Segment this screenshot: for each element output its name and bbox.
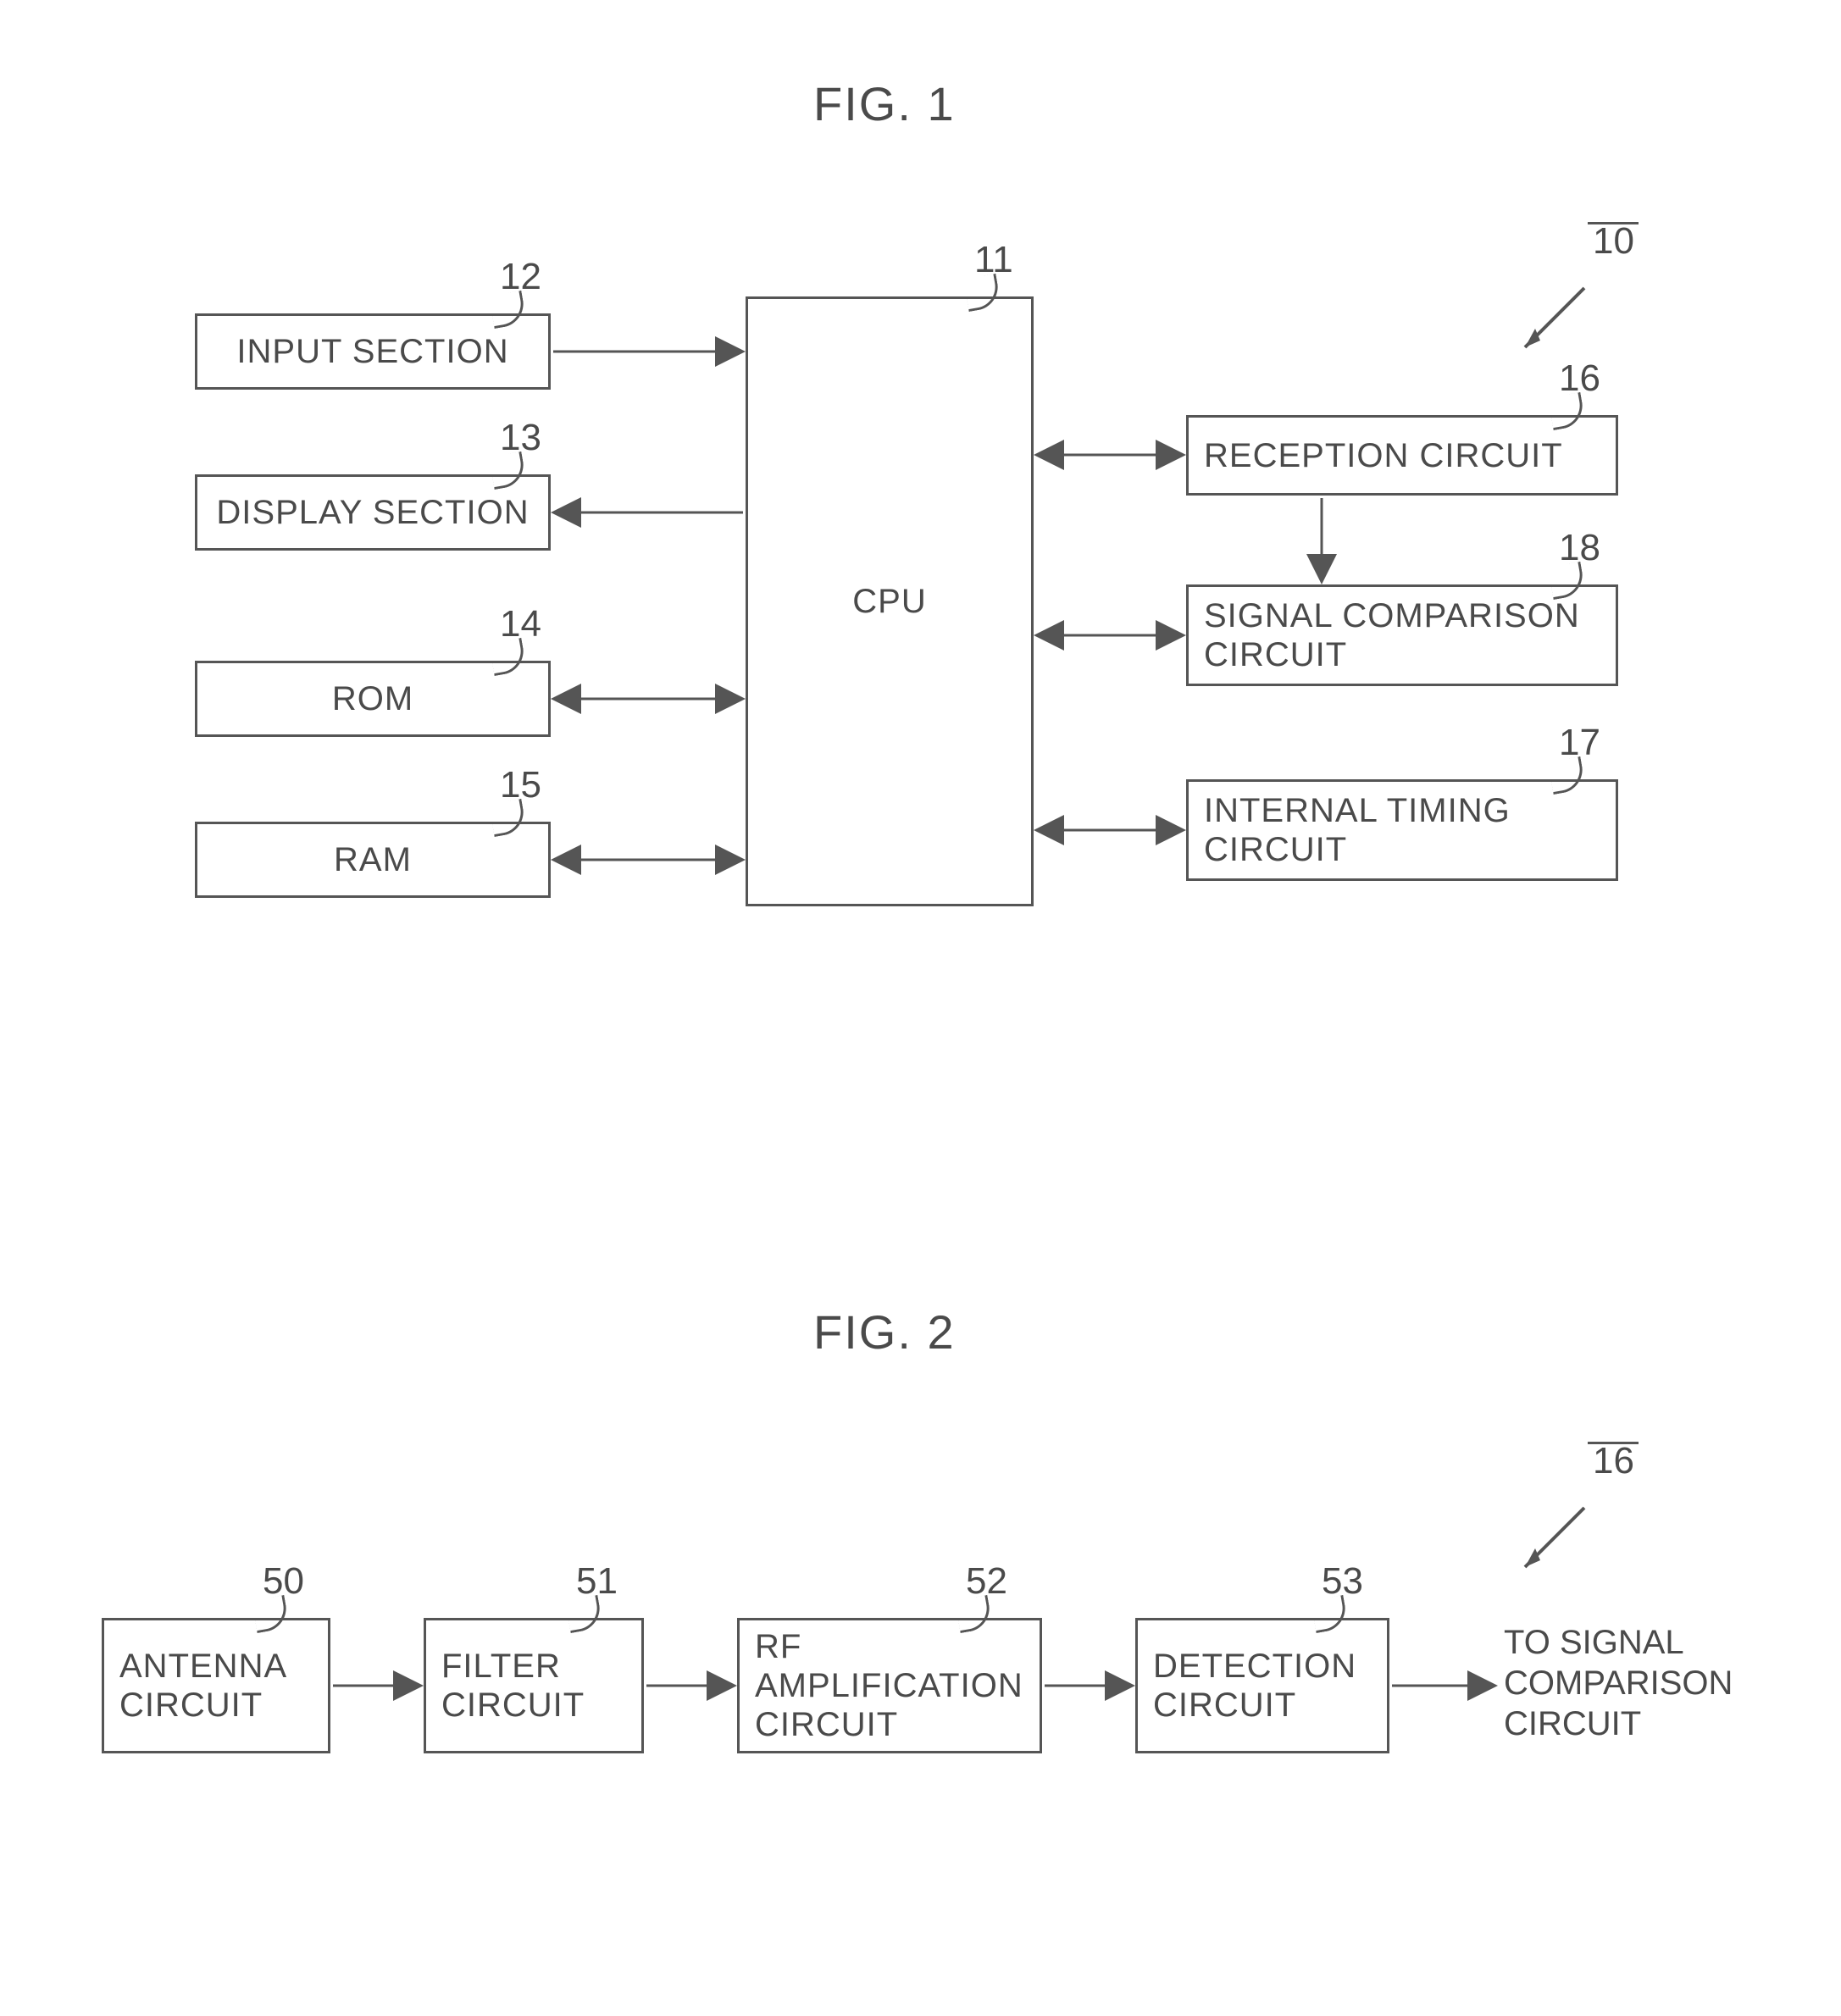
fig1-reception-label: RECEPTION CIRCUIT <box>1204 436 1563 475</box>
fig2-antenna-box: ANTENNA CIRCUIT <box>102 1618 330 1753</box>
fig2-antenna-ref: 50 <box>263 1560 304 1603</box>
fig1-rom-label: ROM <box>332 679 413 718</box>
fig2-filter-label: FILTER CIRCUIT <box>441 1647 585 1725</box>
fig2-rfamp-ref: 52 <box>966 1560 1007 1603</box>
fig1-cpu-label: CPU <box>852 582 926 621</box>
fig1-assembly-ref: 10 <box>1593 220 1634 263</box>
fig1-timing-label: INTERNAL TIMING CIRCUIT <box>1204 791 1511 869</box>
fig1-input-label: INPUT SECTION <box>236 332 508 371</box>
fig2-assembly-ref-text: 16 <box>1593 1440 1634 1482</box>
fig2-rfamp-box: RF AMPLIFICATION CIRCUIT <box>737 1618 1042 1753</box>
fig1-sigcomp-label: SIGNAL COMPARISON CIRCUIT <box>1204 596 1580 674</box>
page-canvas: FIG. 1 10 CPU 11 INPUT SECTION 12 DISPLA… <box>0 0 1841 2016</box>
fig2-title: FIG. 2 <box>813 1304 956 1360</box>
fig2-detect-label: DETECTION CIRCUIT <box>1153 1647 1356 1725</box>
fig1-cpu-ref: 11 <box>974 239 1013 281</box>
fig2-output-label: TO SIGNAL COMPARISON CIRCUIT <box>1504 1622 1733 1744</box>
fig1-assembly-ref-text: 10 <box>1593 220 1634 262</box>
fig1-display-ref: 13 <box>500 417 541 459</box>
fig2-antenna-label: ANTENNA CIRCUIT <box>119 1647 287 1725</box>
fig1-title: FIG. 1 <box>813 76 956 131</box>
fig1-input-ref: 12 <box>500 256 541 298</box>
fig1-sigcomp-ref: 18 <box>1559 527 1600 569</box>
fig1-ram-label: RAM <box>334 840 412 879</box>
fig1-cpu-box: CPU <box>746 296 1034 906</box>
fig2-detect-ref: 53 <box>1322 1560 1363 1603</box>
fig1-ram-ref: 15 <box>500 764 541 806</box>
fig2-filter-ref: 51 <box>576 1560 618 1603</box>
fig2-rfamp-label: RF AMPLIFICATION CIRCUIT <box>755 1627 1023 1744</box>
fig1-rom-ref: 14 <box>500 603 541 645</box>
fig2-detect-box: DETECTION CIRCUIT <box>1135 1618 1389 1753</box>
fig2-filter-box: FILTER CIRCUIT <box>424 1618 644 1753</box>
fig2-assembly-ref: 16 <box>1593 1440 1634 1482</box>
fig1-display-label: DISPLAY SECTION <box>216 493 529 532</box>
fig1-timing-ref: 17 <box>1559 722 1600 764</box>
fig1-reception-ref: 16 <box>1559 357 1600 400</box>
